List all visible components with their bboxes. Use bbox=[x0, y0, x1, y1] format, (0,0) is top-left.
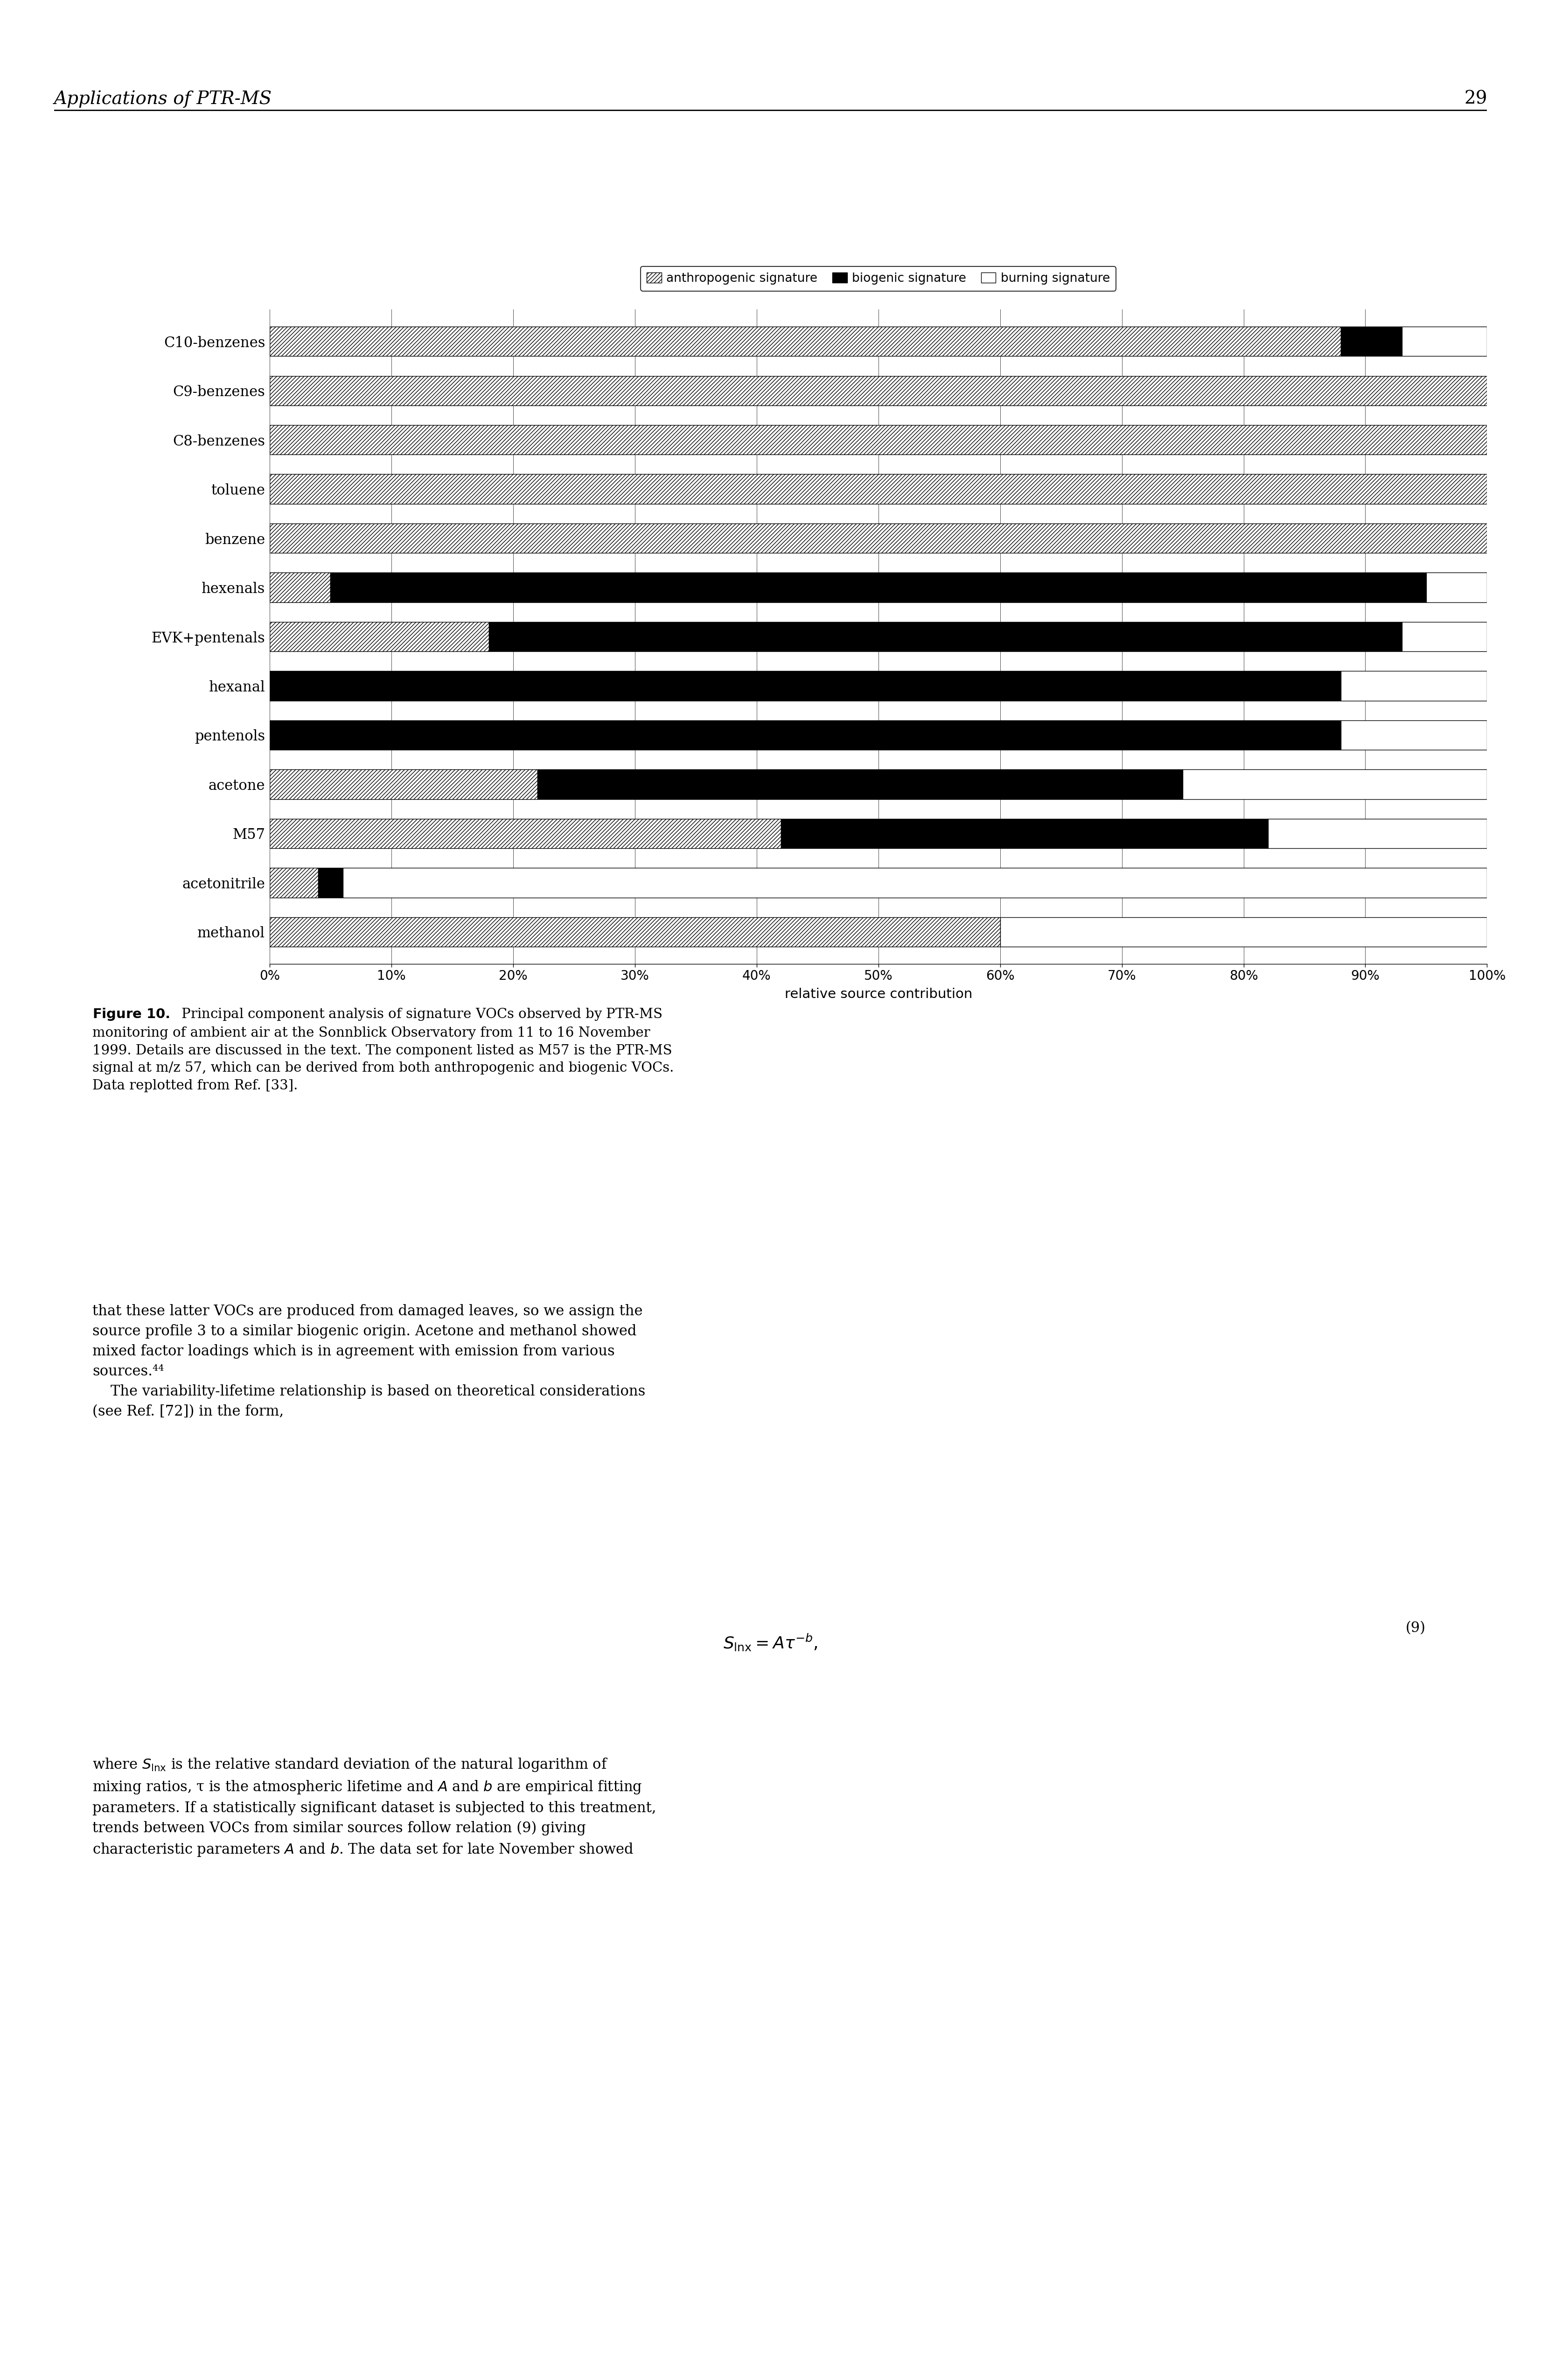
Bar bbox=[1402, 621, 1487, 652]
Bar bbox=[270, 326, 1341, 357]
Bar bbox=[270, 524, 1487, 552]
Bar bbox=[1000, 916, 1487, 947]
Bar bbox=[342, 869, 1487, 897]
Text: that these latter VOCs are produced from damaged leaves, so we assign the
source: that these latter VOCs are produced from… bbox=[92, 1304, 646, 1418]
Text: Applications of PTR-MS: Applications of PTR-MS bbox=[54, 90, 271, 107]
Bar bbox=[1402, 326, 1487, 357]
Bar bbox=[270, 426, 1487, 455]
Bar bbox=[488, 621, 1402, 652]
Text: $S_{\mathrm{lnx}} = A\tau^{-b},$: $S_{\mathrm{lnx}} = A\tau^{-b},$ bbox=[723, 1633, 818, 1652]
Bar bbox=[270, 621, 488, 652]
Bar bbox=[1183, 769, 1487, 800]
Bar bbox=[270, 819, 781, 847]
Bar bbox=[270, 671, 1341, 700]
Bar bbox=[270, 721, 1341, 750]
Bar bbox=[1341, 326, 1402, 357]
Text: $\mathbf{Figure\ 10.}$  Principal component analysis of signature VOCs observed : $\mathbf{Figure\ 10.}$ Principal compone… bbox=[92, 1007, 673, 1092]
X-axis label: relative source contribution: relative source contribution bbox=[784, 988, 972, 1000]
Legend: anthropogenic signature, biogenic signature, burning signature: anthropogenic signature, biogenic signat… bbox=[641, 267, 1116, 290]
Bar bbox=[270, 869, 319, 897]
Text: (9): (9) bbox=[1405, 1621, 1425, 1635]
Text: where $S_{\mathrm{lnx}}$ is the relative standard deviation of the natural logar: where $S_{\mathrm{lnx}}$ is the relative… bbox=[92, 1756, 656, 1859]
Text: 29: 29 bbox=[1464, 90, 1487, 107]
Bar bbox=[1427, 574, 1487, 602]
Bar bbox=[1341, 671, 1487, 700]
Bar bbox=[1268, 819, 1487, 847]
Bar bbox=[270, 376, 1487, 405]
Bar bbox=[319, 869, 342, 897]
Bar bbox=[270, 474, 1487, 505]
Bar bbox=[538, 769, 1183, 800]
Bar bbox=[270, 769, 538, 800]
Bar bbox=[330, 574, 1427, 602]
Bar bbox=[270, 574, 330, 602]
Bar bbox=[781, 819, 1268, 847]
Bar bbox=[270, 916, 1000, 947]
Bar bbox=[1341, 721, 1487, 750]
